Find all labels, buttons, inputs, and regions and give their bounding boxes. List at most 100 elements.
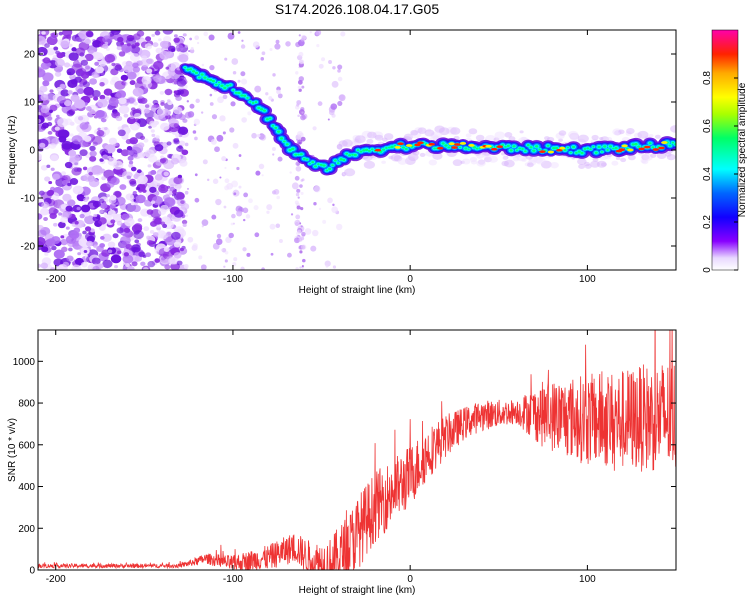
scatter-point (407, 153, 419, 161)
ridge-hotspot (658, 146, 665, 150)
scatter-point (600, 162, 607, 167)
scatter-point (318, 207, 322, 210)
ridge-point (512, 145, 516, 148)
scatter-point (232, 70, 237, 75)
scatter-point (184, 111, 192, 119)
scatter-point (331, 80, 339, 88)
scatter-point (133, 223, 143, 231)
ridge-point (302, 157, 306, 160)
scatter-point (381, 137, 388, 142)
ridge-point (232, 89, 235, 92)
scatter-point (123, 64, 134, 73)
scatter-point (60, 238, 68, 246)
scatter-point (53, 249, 65, 259)
scatter-point (253, 205, 259, 211)
scatter-point (296, 231, 300, 236)
scatter-point (201, 219, 209, 226)
scatter-point (337, 100, 343, 106)
colorbar-tick-label: 0.6 (702, 119, 713, 133)
scatter-point (143, 138, 149, 143)
scatter-point (300, 207, 304, 211)
scatter-point (94, 61, 100, 66)
scatter-point (178, 133, 183, 138)
scatter-point (159, 158, 167, 164)
scatter-point (133, 101, 138, 106)
scatter-point (152, 99, 159, 105)
scatter-point (183, 263, 189, 269)
scatter-point (309, 31, 312, 34)
ridge-point (194, 71, 199, 75)
scatter-point (71, 167, 82, 176)
ridge-point (603, 145, 607, 148)
scatter-point (144, 43, 153, 50)
scatter-point (71, 63, 83, 73)
scatter-point (259, 134, 267, 141)
ridge-point (555, 146, 559, 150)
ridge-point (631, 143, 635, 146)
colorbar-label: Normalized spectral amplitude (737, 82, 748, 217)
scatter-point (261, 51, 266, 56)
scatter-point (96, 129, 105, 137)
scatter-point (187, 236, 194, 243)
scatter-point (117, 129, 126, 137)
scatter-point (241, 39, 244, 42)
scatter-point (58, 31, 64, 36)
ridge-point (501, 143, 505, 147)
scatter-point (163, 246, 170, 253)
scatter-point (164, 88, 173, 96)
scatter-point (44, 176, 51, 182)
ridge-point (356, 149, 360, 152)
scatter-point (50, 267, 56, 270)
scatter-point (261, 267, 265, 270)
scatter-point (129, 180, 137, 187)
scatter-point (160, 155, 164, 159)
scatter-point (316, 43, 320, 48)
scatter-point (261, 174, 264, 177)
scatter-point (51, 236, 61, 244)
snr-x-label: Height of straight line (km) (299, 585, 416, 596)
scatter-point (216, 134, 224, 142)
scatter-point (584, 164, 592, 169)
scatter-point (125, 193, 134, 201)
scatter-point (184, 44, 189, 48)
scatter-point (69, 178, 79, 186)
scatter-point (277, 93, 283, 99)
scatter-point (450, 127, 461, 135)
scatter-point (154, 258, 161, 263)
scatter-point (591, 134, 599, 141)
scatter-point (71, 264, 82, 270)
ridge-point (575, 151, 578, 154)
scatter-point (388, 155, 394, 160)
scatter-point (211, 114, 218, 120)
colorbar-tick-label: 0 (702, 267, 713, 273)
ridge-point (592, 145, 595, 148)
scatter-point (236, 166, 240, 171)
spectrogram-ridge (179, 63, 676, 176)
scatter-point (160, 221, 166, 226)
ridge-point (404, 147, 408, 151)
ridge-point (240, 94, 244, 97)
ridge-hotspot (405, 144, 413, 147)
scatter-point (89, 78, 98, 85)
scatter-point (299, 250, 303, 254)
ridge-hotspot (454, 143, 461, 146)
ridge-point (385, 146, 388, 149)
scatter-point (43, 216, 48, 221)
scatter-point (240, 71, 246, 77)
scatter-point (182, 33, 187, 37)
scatter-point (160, 204, 169, 213)
ridge-point (294, 153, 298, 156)
scatter-point (243, 207, 248, 213)
ridge-point (515, 149, 519, 152)
scatter-point (224, 57, 228, 61)
scatter-point (295, 214, 301, 220)
scatter-point (120, 42, 125, 46)
scatter-point (52, 173, 61, 180)
scatter-point (221, 247, 227, 253)
scatter-point (620, 157, 627, 163)
scatter-point (95, 66, 105, 74)
scatter-point (75, 47, 86, 56)
scatter-point (295, 71, 299, 75)
scatter-point (38, 263, 42, 268)
scatter-point (313, 185, 321, 193)
